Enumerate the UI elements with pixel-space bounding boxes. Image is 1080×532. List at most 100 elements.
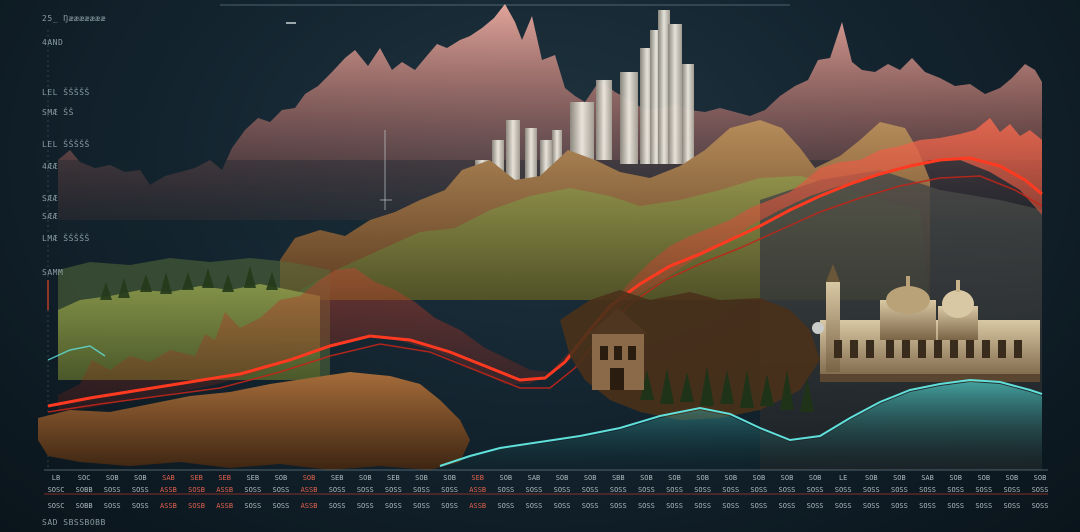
x-axis-tick-label: SOB: [977, 474, 991, 482]
y-axis-label: SAMM: [42, 268, 64, 277]
teal-chart-area: [440, 382, 1042, 470]
x-axis-tick-label: SOSS: [497, 486, 515, 494]
x-axis-tick-label: SOSS: [131, 502, 149, 510]
x-axis-tick-label: SAB: [162, 474, 175, 482]
x-axis-tick-label: SOB: [752, 474, 766, 482]
x-axis-tick-label: SOB: [668, 474, 681, 482]
city-skyline: [475, 10, 694, 192]
y-axis-label: LMÆ ŠŠŠŠŠ: [42, 234, 90, 243]
x-axis-tick-label: SEB: [246, 474, 260, 482]
y-axis-label: 4ÆÆ: [42, 162, 58, 171]
x-axis-tick-label: SOSS: [778, 486, 796, 494]
x-axis-tick-label: SOSS: [384, 502, 402, 510]
x-axis-tick-label: SOSS: [384, 486, 402, 494]
teal-left-line: [47, 345, 106, 361]
x-axis-tick-label: SOSS: [272, 486, 290, 494]
x-axis-tick-label: SOSS: [244, 502, 262, 510]
x-axis-tick-label: SOB: [640, 474, 653, 482]
y-axis-label: SMÆ ŠŠ: [42, 108, 74, 117]
x-axis-tick-label: SOSB: [188, 486, 205, 494]
y-axis-label: LEL ŠŠŠŠŠ: [42, 88, 90, 97]
x-axis-tick-label: SOSS: [103, 502, 121, 510]
x-axis-tick-label: SOSS: [1003, 486, 1021, 494]
x-axis-tick-label: SOSS: [750, 502, 768, 510]
x-axis-tick-label: SOB: [499, 474, 513, 482]
x-axis-tick-label: SOSS: [778, 502, 796, 510]
y-axis-label: SÆÆ: [42, 212, 58, 221]
x-axis-tick-label: SOSS: [806, 486, 824, 494]
x-axis-tick-label: SOSS: [131, 486, 149, 494]
x-axis-tick-label: SOSS: [637, 502, 655, 510]
x-axis-tick-label: SOB: [583, 474, 597, 482]
x-axis-tick-label: SOSS: [441, 502, 459, 510]
x-axis-tick-label: SOSS: [947, 486, 965, 494]
x-axis-tick-label: SOSS: [244, 486, 262, 494]
x-axis-tick-label: SOSS: [694, 502, 712, 510]
gothic-house: [588, 308, 648, 390]
y-axis-label: 4AND: [42, 38, 64, 47]
x-axis-tick-label: SOSS: [328, 502, 346, 510]
x-axis-tick-label: SOSS: [666, 486, 683, 494]
x-axis-tick-label: SEB: [218, 474, 231, 482]
footer-label: SAD SBSSBOBB: [42, 518, 106, 527]
x-axis-tick-label: ASSB: [160, 502, 177, 510]
y-axis-label: SÆÆ: [42, 194, 58, 203]
x-axis-tick-label: SOSS: [1031, 486, 1049, 494]
x-axis-tick-label: SOB: [1033, 474, 1047, 482]
x-axis-tick-label: SOSS: [103, 486, 121, 494]
x-axis-tick-label: SOSS: [919, 502, 936, 510]
x-axis-tick-label: SOSS: [553, 486, 571, 494]
x-axis-tick-label: SOSS: [1031, 502, 1049, 510]
x-axis-tick-label: SOB: [555, 474, 569, 482]
x-axis-tick-label: SOSS: [356, 486, 374, 494]
page-title: 25_ Ŋæææææææ: [42, 14, 106, 23]
x-axis-tick-label: SOSS: [497, 502, 515, 510]
y-axis-label: LEL ŠŠŠŠŠ: [42, 140, 90, 149]
x-axis-tick-label: SOBB: [75, 502, 93, 510]
x-axis-tick-label: SOSS: [609, 486, 627, 494]
x-axis-tick-label: SOSS: [890, 502, 908, 510]
x-axis-tick-label: SOSS: [947, 502, 965, 510]
x-axis-tick-label: ASSB: [469, 502, 487, 510]
x-axis-tick-label: ASSB: [469, 486, 487, 494]
foreground-cliffs: [38, 372, 470, 470]
x-axis-tick-label: SOB: [443, 474, 456, 482]
x-axis-tick-label: SOSS: [975, 502, 993, 510]
x-axis-tick-label: SOSS: [806, 502, 824, 510]
x-axis-tick-label: SOSS: [919, 486, 936, 494]
x-axis-tick-label: SOB: [780, 474, 794, 482]
x-axis-tick-label: ASSB: [300, 502, 318, 510]
x-axis-tick-label: SOB: [302, 474, 316, 482]
x-axis-tick-label: SOB: [724, 474, 738, 482]
x-axis-tick-label: SOSS: [750, 486, 768, 494]
teal-line: [439, 378, 1043, 467]
x-axis-tick-label: SOBB: [75, 486, 93, 494]
x-axis-tick-label: SOSS: [272, 502, 290, 510]
x-axis-tick-label: SOSC: [47, 486, 65, 494]
domed-palace: [820, 264, 1040, 382]
x-axis-tick-label: ASSB: [300, 486, 318, 494]
x-axis-tick-label: LE: [838, 474, 848, 482]
x-axis-tick-label: SOSS: [328, 486, 346, 494]
red-chart-area: [58, 118, 1042, 412]
x-axis-tick-label: SOSS: [694, 486, 712, 494]
x-axis-tick-label: SOSS: [722, 486, 740, 494]
x-axis-tick-label: SOB: [415, 474, 428, 482]
x-axis-tick-label: SOB: [358, 474, 372, 482]
x-axis-tick-label: SOSS: [862, 486, 880, 494]
x-axis-tick-label: SOSS: [637, 486, 655, 494]
x-axis-tick-label: ASSB: [160, 486, 177, 494]
x-axis-tick-label: ASSB: [216, 502, 234, 510]
x-axis-tick-label: SOB: [696, 474, 709, 482]
x-axis-tick-label: SOB: [105, 474, 119, 482]
x-axis-tick-label: SOSS: [356, 502, 374, 510]
x-axis-tick-label: SOC: [77, 474, 91, 482]
x-axis-tick-label: SOSS: [525, 502, 543, 510]
x-axis-tick-label: SOSS: [413, 502, 430, 510]
x-axis-tick-label: SOSS: [666, 502, 683, 510]
x-axis-tick-label: LB: [51, 474, 61, 482]
x-axis-tick-label: SOSS: [413, 486, 430, 494]
x-axis-tick-label: SOSS: [581, 486, 599, 494]
